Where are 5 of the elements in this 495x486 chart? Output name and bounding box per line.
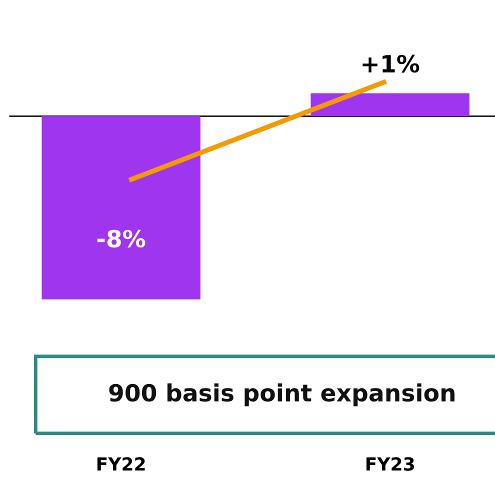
- data-label: +1%: [362, 54, 420, 73]
- data-label: -8%: [97, 230, 146, 248]
- x-tick-label: FY22: [97, 457, 145, 471]
- text: 900 basis point expansion: [109, 383, 454, 406]
- x-tick-label: FY23: [366, 457, 414, 471]
